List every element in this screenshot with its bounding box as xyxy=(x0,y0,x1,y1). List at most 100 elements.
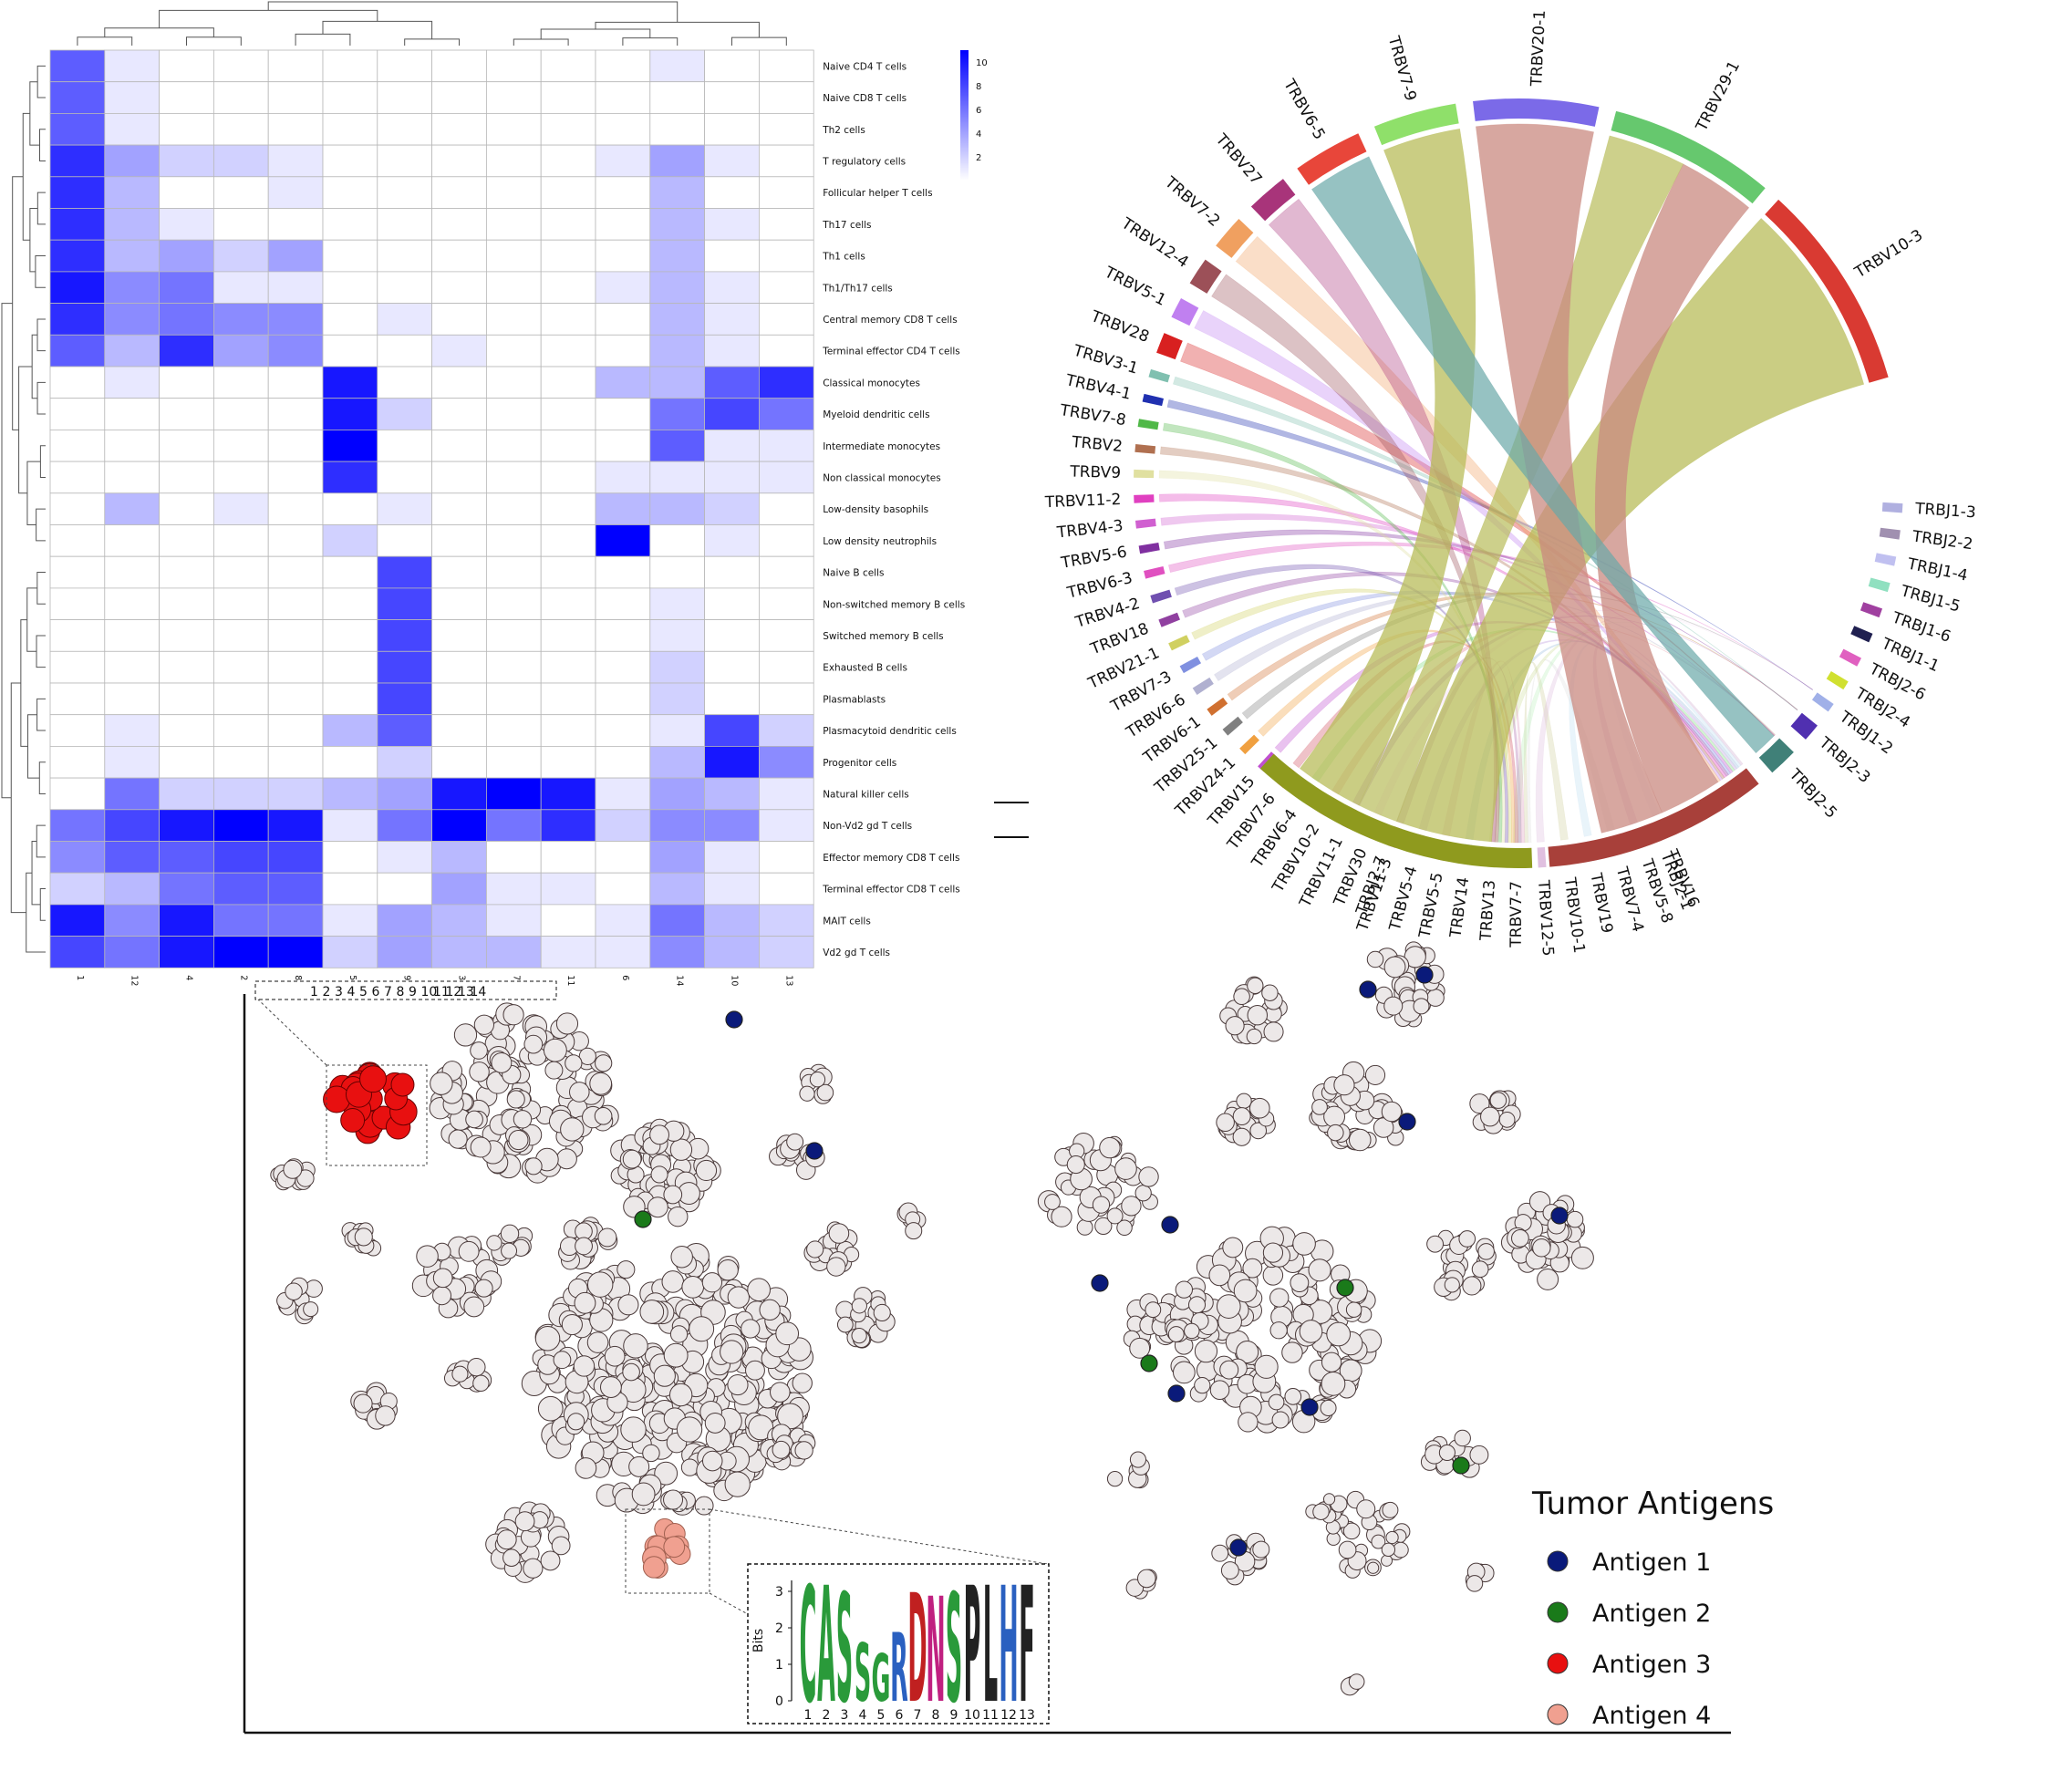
tcr-bubble xyxy=(1247,1004,1269,1026)
v-gene-arc xyxy=(1765,199,1889,383)
tcr-bubble xyxy=(1187,1296,1207,1314)
logo-letter: S xyxy=(855,1628,871,1721)
row-dendrogram-link xyxy=(36,572,46,605)
tcr-bubble xyxy=(653,1364,676,1387)
heatmap-cell xyxy=(540,81,596,114)
heatmap-cell xyxy=(49,113,106,146)
heatmap-cell xyxy=(540,239,596,273)
heatmap-cell xyxy=(159,714,214,747)
heatmap-cell xyxy=(759,682,814,716)
heatmap-cell xyxy=(322,524,378,557)
heatmap-row-label: Plasmacytoid dendritic cells xyxy=(823,726,957,737)
heatmap-row-label: Low density neutrophils xyxy=(823,536,937,547)
bubble-cluster xyxy=(558,1217,618,1270)
heatmap-cell xyxy=(377,176,432,209)
heatmap-cell xyxy=(540,429,596,462)
logo-letter: F xyxy=(1019,1554,1034,1739)
heatmap-cell xyxy=(704,303,760,336)
heatmap-cell xyxy=(49,777,106,811)
heatmap-cell xyxy=(212,809,269,842)
heatmap-cell xyxy=(267,429,324,462)
heatmap-cell xyxy=(322,271,378,304)
heatmap-cell xyxy=(104,49,161,83)
bubble-cluster xyxy=(1216,1093,1276,1146)
heatmap-cell xyxy=(49,492,106,525)
heatmap-column-label: 4 xyxy=(184,975,194,980)
heatmap-cell xyxy=(104,682,161,716)
heatmap-cell xyxy=(759,176,814,209)
j-gene-arc xyxy=(1548,768,1759,867)
tcr-bubble xyxy=(1532,1238,1551,1258)
tcr-bubble xyxy=(786,1133,804,1151)
tcr-bubble xyxy=(851,1327,867,1344)
tcr-bubble xyxy=(1236,1093,1252,1109)
tcr-bubble xyxy=(1247,977,1264,994)
heatmap-cell xyxy=(759,303,814,336)
v-gene-label: TRBV11-2 xyxy=(1043,491,1121,512)
heatmap-cell xyxy=(595,872,651,906)
v-gene-arc xyxy=(1611,110,1766,204)
heatmap-cell xyxy=(486,113,542,146)
tcr-bubble xyxy=(617,1294,639,1316)
heatmap-cell xyxy=(49,904,106,937)
tcr-bubble xyxy=(508,1130,529,1151)
heatmap-column-label: 14 xyxy=(675,975,685,986)
heatmap-column-label: 1 xyxy=(75,975,85,980)
antigen-bubble xyxy=(1229,1538,1248,1557)
row-dendrogram-link xyxy=(1,303,13,799)
tcr-bubble xyxy=(1469,1093,1490,1114)
heatmap-cell xyxy=(704,81,760,114)
logo-frame xyxy=(747,1563,1050,1724)
tcr-bubble xyxy=(1566,1210,1584,1228)
tcr-bubble xyxy=(589,1072,613,1095)
tcr-bubble xyxy=(1511,1229,1529,1248)
tcr-bubble xyxy=(501,1242,518,1259)
legend-label: Antigen 1 xyxy=(1592,1548,1711,1577)
tcr-bubble xyxy=(1393,1541,1409,1559)
heatmap-row-label: Th17 cells xyxy=(822,220,871,231)
heatmap-cell xyxy=(322,398,378,430)
heatmap-cell xyxy=(649,619,705,652)
heatmap-cell xyxy=(595,366,651,399)
tcr-bubble xyxy=(283,1159,303,1179)
j-gene-label: TRBJ2-2 xyxy=(1911,527,1974,554)
tcr-bubble xyxy=(1233,1279,1258,1303)
heatmap-cell xyxy=(595,555,651,589)
tcr-bubble xyxy=(745,1360,765,1381)
tcr-bubble xyxy=(828,1223,850,1244)
heatmap-cell xyxy=(104,271,161,304)
heatmap-cell xyxy=(759,49,814,83)
v-gene-arc xyxy=(1473,98,1600,127)
tcr-bubble xyxy=(1044,1194,1061,1210)
heatmap-cell xyxy=(759,809,814,842)
heatmap-cell xyxy=(431,714,487,747)
heatmap-cell xyxy=(322,461,378,494)
heatmap-cell xyxy=(104,809,161,842)
heatmap-cell xyxy=(649,872,705,906)
tcr-bubble xyxy=(555,1012,579,1035)
heatmap-cell xyxy=(322,872,378,906)
heatmap-cell xyxy=(649,398,705,430)
heatmap-cell xyxy=(540,682,596,716)
j-gene-label: TRBJ2-5 xyxy=(1785,765,1840,823)
v-gene-label: TRBV9 xyxy=(1069,463,1121,482)
heatmap-cell xyxy=(159,176,214,209)
logo-letter: D xyxy=(907,1562,927,1736)
v-gene-label: TRBV10-1 xyxy=(1560,875,1589,954)
heatmap-row-label: Natural killer cells xyxy=(823,789,909,800)
logo-position-tick: 14 xyxy=(471,985,487,999)
heatmap-cell xyxy=(540,113,596,146)
heatmap-cell xyxy=(649,682,705,716)
heatmap-cell xyxy=(486,303,542,336)
tcr-bubble xyxy=(1268,1393,1285,1411)
heatmap-cell xyxy=(759,650,814,684)
heatmap-cell xyxy=(377,461,432,494)
row-dendrogram-link xyxy=(22,112,30,241)
tcr-bubble xyxy=(1321,1352,1342,1372)
heatmap-cell xyxy=(759,872,814,906)
heatmap-cell xyxy=(649,144,705,178)
heatmap-cell xyxy=(540,587,596,621)
heatmap-cell xyxy=(49,524,106,557)
bubble-cluster xyxy=(610,1118,721,1227)
heatmap-cell xyxy=(595,714,651,747)
